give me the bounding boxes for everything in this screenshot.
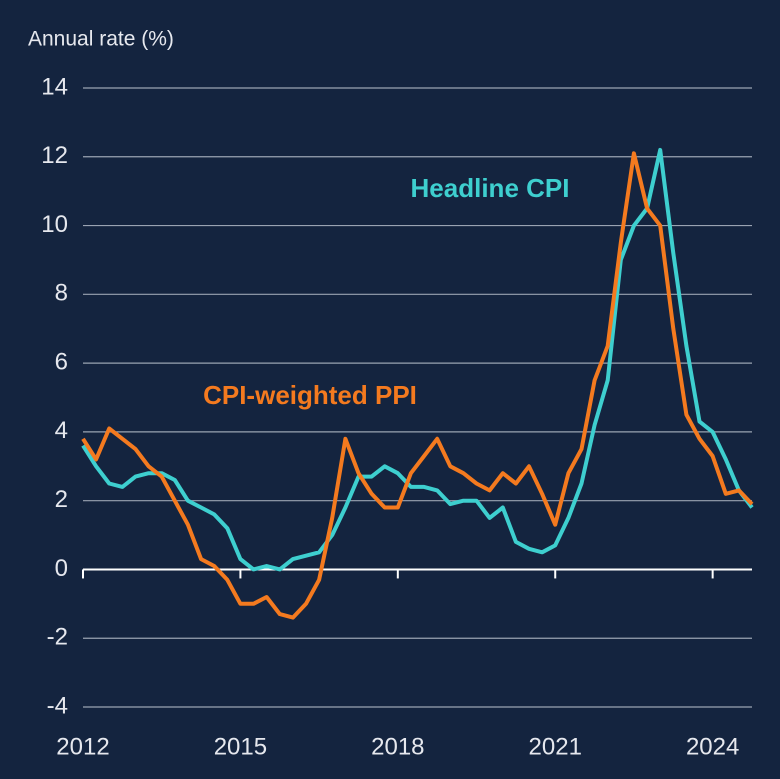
x-tick-label: 2024 [686, 733, 739, 760]
x-tick-label: 2012 [56, 733, 109, 760]
y-tick-label: -2 [47, 624, 68, 651]
x-tick-label: 2015 [214, 733, 267, 760]
y-tick-label: 0 [55, 555, 68, 582]
series-line [81, 151, 754, 620]
y-axis-label: Annual rate (%) [28, 28, 174, 51]
y-tick-label: 8 [55, 280, 68, 307]
y-tick-label: 6 [55, 348, 68, 375]
x-tick-label: 2021 [529, 733, 582, 760]
y-tick-label: 10 [41, 211, 68, 238]
y-tick-label: 2 [55, 486, 68, 513]
x-tick-label: 2018 [371, 733, 424, 760]
series-label: Headline CPI [411, 173, 570, 203]
series-label: CPI-weighted PPI [203, 380, 417, 410]
series-line [81, 147, 754, 572]
y-tick-label: 12 [41, 142, 68, 169]
y-tick-label: -4 [47, 692, 68, 719]
y-tick-label: 4 [55, 417, 68, 444]
y-tick-label: 14 [41, 73, 68, 100]
